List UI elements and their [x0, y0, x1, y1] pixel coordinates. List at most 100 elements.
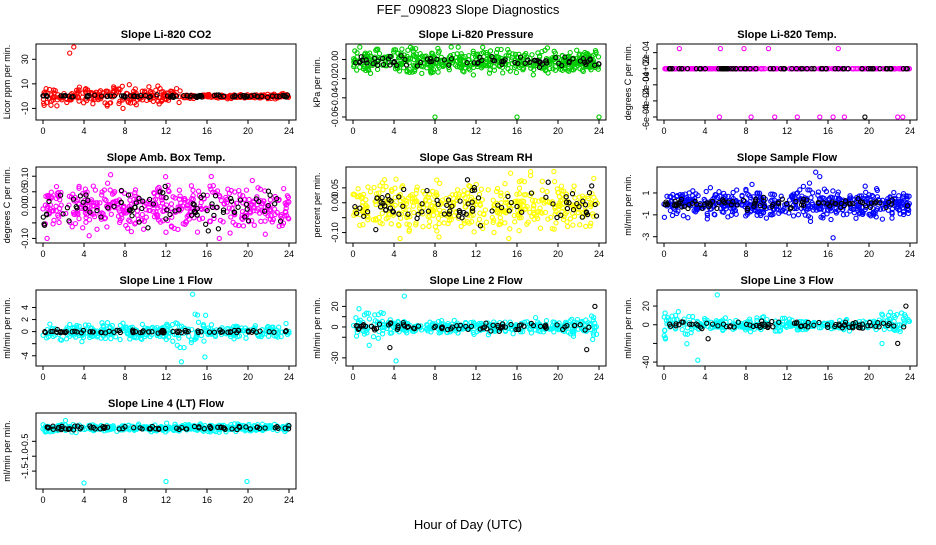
- x-tick-label: 20: [553, 372, 563, 382]
- data-point: [203, 355, 207, 359]
- data-point: [796, 213, 800, 217]
- data-point: [662, 215, 666, 219]
- data-point: [106, 181, 110, 185]
- x-tick-label: 16: [202, 372, 212, 382]
- plot-frame: [657, 44, 917, 120]
- data-point: [376, 336, 380, 340]
- data-point: [880, 217, 884, 221]
- data-point: [394, 177, 398, 181]
- data-point: [578, 223, 582, 227]
- y-tick-label: 0.10: [20, 167, 30, 185]
- data-point: [400, 47, 404, 51]
- data-point: [169, 202, 173, 206]
- data-point: [130, 214, 134, 218]
- x-tick-label: 16: [202, 249, 212, 259]
- x-tick-label: 16: [823, 126, 833, 136]
- data-point: [197, 189, 201, 193]
- data-point: [901, 115, 905, 119]
- y-axis-label: ml/min per min.: [623, 297, 633, 359]
- data-point: [259, 219, 263, 223]
- x-tick-label: 12: [782, 249, 792, 259]
- data-point: [717, 115, 721, 119]
- data-points: [663, 47, 912, 120]
- data-point: [818, 175, 822, 179]
- x-tick-label: 8: [743, 249, 748, 259]
- x-tick-label: 12: [161, 372, 171, 382]
- data-point: [105, 225, 109, 229]
- data-point: [252, 223, 256, 227]
- data-point: [742, 47, 746, 51]
- panel-title: Slope Li-820 CO2: [121, 29, 211, 41]
- data-point: [540, 188, 544, 192]
- data-point: [144, 215, 148, 219]
- data-point: [106, 321, 110, 325]
- data-point: [356, 187, 360, 191]
- data-point: [718, 47, 722, 51]
- y-axis-label: ml/min per min.: [312, 297, 322, 359]
- data-point: [368, 190, 372, 194]
- panel-title: Slope Amb. Box Temp.: [107, 152, 226, 164]
- data-point: [681, 214, 685, 218]
- x-tick-label: 4: [391, 249, 396, 259]
- data-point: [686, 216, 690, 220]
- data-point: [421, 225, 425, 229]
- y-tick-label: 0.05: [330, 179, 340, 197]
- x-tick-label: 16: [512, 249, 522, 259]
- data-point: [216, 227, 220, 231]
- x-tick-label: 24: [284, 249, 294, 259]
- data-point: [554, 221, 558, 225]
- data-point: [407, 208, 411, 212]
- x-tick-label: 4: [702, 126, 707, 136]
- x-tick-label: 12: [471, 126, 481, 136]
- data-point: [880, 341, 884, 345]
- data-point: [414, 47, 418, 51]
- y-axis-label: ml/min per min.: [623, 174, 633, 236]
- x-tick-label: 8: [743, 126, 748, 136]
- x-tick-label: 8: [432, 372, 437, 382]
- x-tick-label: 8: [122, 372, 127, 382]
- x-tick-label: 24: [284, 495, 294, 505]
- data-point: [863, 115, 867, 119]
- data-point: [517, 229, 521, 233]
- data-point: [109, 173, 113, 177]
- data-point: [263, 232, 267, 236]
- data-point: [596, 55, 600, 59]
- data-point: [179, 360, 183, 364]
- x-tick-label: 8: [122, 126, 127, 136]
- data-point: [588, 224, 592, 228]
- data-point: [597, 115, 601, 119]
- data-point: [406, 48, 410, 52]
- data-point: [389, 222, 393, 226]
- data-point: [492, 230, 496, 234]
- data-point: [164, 175, 168, 179]
- y-tick-label: 10: [20, 79, 30, 89]
- data-point: [766, 47, 770, 51]
- data-point: [680, 328, 684, 332]
- data-point: [514, 71, 518, 75]
- data-point: [801, 184, 805, 188]
- data-point: [592, 176, 596, 180]
- x-tick-label: 0: [40, 372, 45, 382]
- data-point: [118, 338, 122, 342]
- y-tick-label: -1.5: [20, 463, 30, 479]
- data-point: [731, 190, 735, 194]
- data-point: [534, 316, 538, 320]
- data-point: [471, 73, 475, 77]
- data-point: [142, 227, 146, 231]
- data-point: [573, 196, 577, 200]
- panel-title: Slope Line 1 Flow: [120, 275, 213, 287]
- data-point: [209, 174, 213, 178]
- data-point: [81, 226, 85, 230]
- data-point: [481, 45, 485, 49]
- data-point: [791, 214, 795, 218]
- data-point: [80, 340, 84, 344]
- data-point: [836, 47, 840, 51]
- y-axis-label: kPa per min.: [312, 57, 322, 108]
- data-point: [146, 226, 150, 230]
- data-point: [764, 216, 768, 220]
- x-tick-label: 12: [161, 249, 171, 259]
- y-tick-label: -0.10: [330, 222, 340, 243]
